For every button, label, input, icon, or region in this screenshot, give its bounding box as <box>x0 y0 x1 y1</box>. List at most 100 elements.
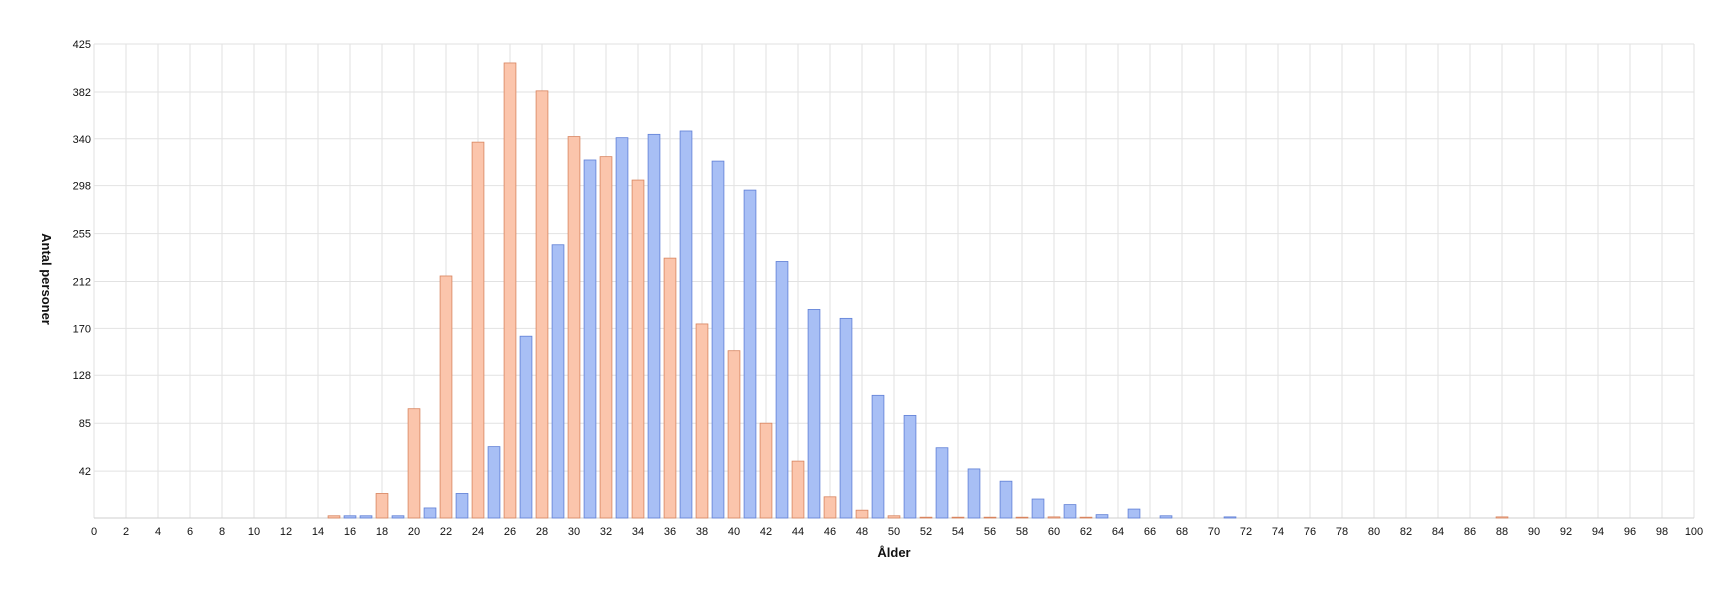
y-tick-label: 340 <box>73 134 91 146</box>
bar <box>759 422 773 519</box>
bar <box>919 516 933 519</box>
x-tick-label: 98 <box>1656 526 1668 538</box>
bar <box>695 323 709 519</box>
x-tick-label: 66 <box>1144 526 1156 538</box>
x-tick-label: 2 <box>123 526 129 538</box>
x-tick-label: 76 <box>1304 526 1316 538</box>
bar <box>391 515 405 519</box>
x-tick-label: 68 <box>1176 526 1188 538</box>
bar <box>1015 516 1029 519</box>
x-tick-label: 56 <box>984 526 996 538</box>
y-tick-label: 170 <box>73 323 91 335</box>
bar <box>519 335 533 519</box>
bar <box>855 509 869 519</box>
bar <box>1127 508 1141 519</box>
x-tick-label: 78 <box>1336 526 1348 538</box>
x-tick-label: 96 <box>1624 526 1636 538</box>
y-tick-label: 128 <box>73 370 91 382</box>
x-tick-label: 92 <box>1560 526 1572 538</box>
x-tick-label: 16 <box>344 526 356 538</box>
bar <box>423 507 437 519</box>
bar <box>903 414 917 519</box>
bar <box>887 515 901 519</box>
x-tick-label: 44 <box>792 526 804 538</box>
x-tick-label: 46 <box>824 526 836 538</box>
bar <box>567 136 581 519</box>
x-tick-label: 32 <box>600 526 612 538</box>
x-tick-label: 82 <box>1400 526 1412 538</box>
bar <box>503 62 517 519</box>
bar <box>439 275 453 519</box>
x-tick-label: 70 <box>1208 526 1220 538</box>
bar <box>743 189 757 519</box>
y-axis-title: Antal personer <box>39 233 54 325</box>
y-tick-label: 85 <box>79 418 91 430</box>
x-tick-label: 28 <box>536 526 548 538</box>
x-tick-label: 10 <box>248 526 260 538</box>
y-tick-label: 255 <box>73 229 91 241</box>
bar <box>679 130 693 519</box>
x-tick-label: 14 <box>312 526 324 538</box>
bars <box>327 62 1509 519</box>
bar <box>455 493 469 519</box>
x-tick-label: 4 <box>155 526 161 538</box>
y-tick-label: 212 <box>73 277 91 289</box>
y-tick-label: 382 <box>73 87 91 99</box>
x-tick-label: 26 <box>504 526 516 538</box>
x-tick-label: 30 <box>568 526 580 538</box>
bar <box>359 515 373 519</box>
bar <box>967 468 981 519</box>
bar <box>823 496 837 519</box>
bar <box>631 179 645 519</box>
bar <box>1031 498 1045 519</box>
x-tick-label: 52 <box>920 526 932 538</box>
bar <box>343 515 357 519</box>
x-tick-label: 12 <box>280 526 292 538</box>
x-tick-label: 58 <box>1016 526 1028 538</box>
bar <box>551 244 565 519</box>
bar <box>839 317 853 519</box>
x-tick-label: 34 <box>632 526 644 538</box>
bar <box>983 516 997 519</box>
x-tick-label: 100 <box>1685 526 1703 538</box>
y-tick-label: 425 <box>73 39 91 51</box>
x-tick-label: 54 <box>952 526 964 538</box>
x-tick-label: 42 <box>760 526 772 538</box>
x-tick-label: 60 <box>1048 526 1060 538</box>
x-tick-label: 20 <box>408 526 420 538</box>
x-tick-label: 50 <box>888 526 900 538</box>
bar <box>1079 516 1093 519</box>
bar <box>599 156 613 519</box>
grid <box>93 43 1695 519</box>
bar <box>471 141 485 519</box>
axes: 0 2 4 6 8 10 12 14 16 18 20 22 24 26 28 30 32 34 36 38 40 42 4… <box>73 39 1704 538</box>
bar <box>1063 504 1077 519</box>
bar <box>775 261 789 519</box>
bar <box>487 446 501 519</box>
y-tick-label: 298 <box>73 181 91 193</box>
bar <box>375 493 389 519</box>
bar <box>535 90 549 519</box>
bar <box>999 480 1013 519</box>
x-tick-label: 40 <box>728 526 740 538</box>
x-tick-label: 8 <box>219 526 225 538</box>
y-tick-label: 42 <box>79 466 91 478</box>
x-tick-label: 38 <box>696 526 708 538</box>
bar <box>935 447 949 519</box>
x-tick-label: 18 <box>376 526 388 538</box>
bar <box>1047 516 1061 519</box>
bar <box>1495 516 1509 519</box>
x-tick-label: 62 <box>1080 526 1092 538</box>
x-tick-label: 94 <box>1592 526 1604 538</box>
bar <box>1223 516 1237 519</box>
bar <box>791 460 805 519</box>
x-tick-label: 24 <box>472 526 484 538</box>
x-tick-label: 64 <box>1112 526 1124 538</box>
bar <box>407 408 421 519</box>
bar <box>327 515 341 519</box>
x-tick-label: 6 <box>187 526 193 538</box>
bar <box>871 394 885 519</box>
x-tick-label: 84 <box>1432 526 1444 538</box>
